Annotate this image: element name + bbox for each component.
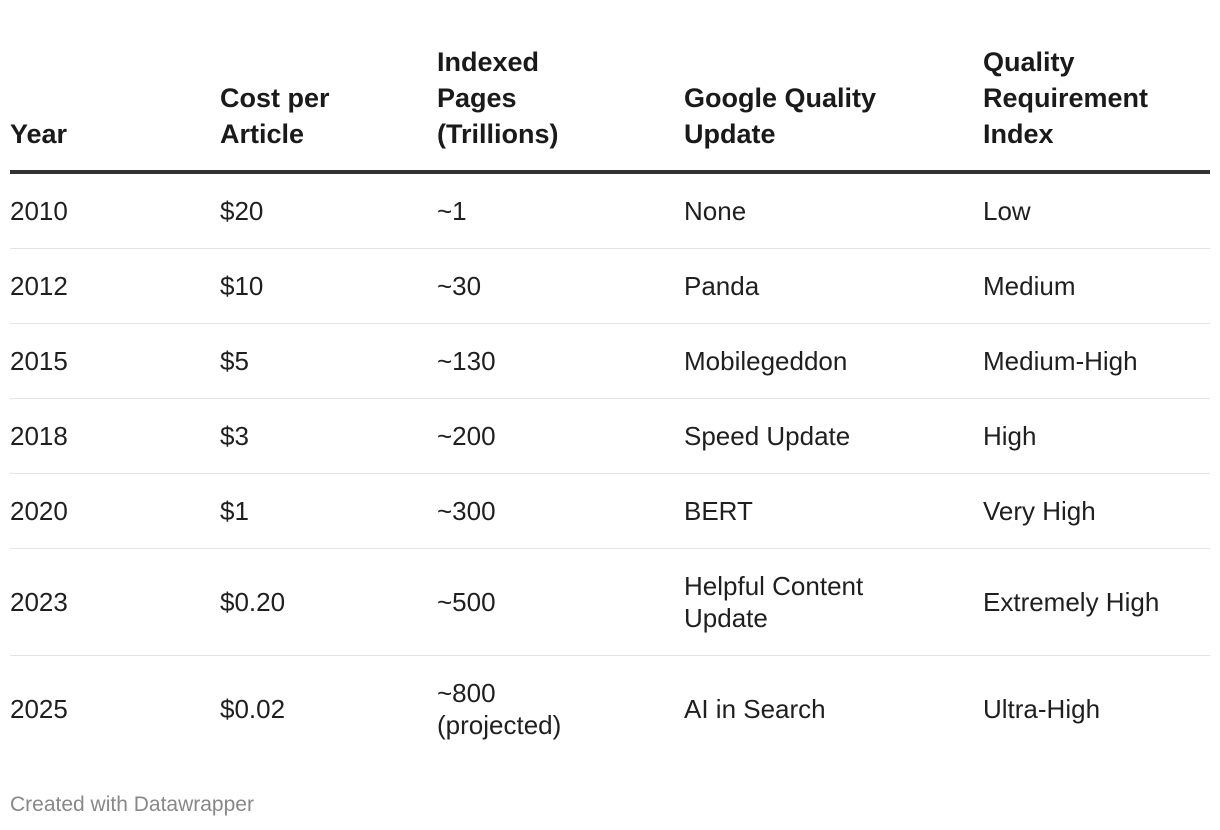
cell-quality-index: Low	[983, 172, 1210, 249]
cell-quality-update: None	[684, 172, 983, 249]
cell-indexed-pages: ~300	[437, 473, 684, 549]
column-header-google-quality-update: Google Quality Update	[684, 44, 983, 174]
table-row: 2025 $0.02 ~800 (projected) AI in Search…	[10, 656, 1210, 763]
cell-quality-index: Very High	[983, 473, 1210, 549]
cell-indexed-pages: ~130	[437, 323, 684, 399]
table-row: 2020 $1 ~300 BERT Very High	[10, 473, 1210, 549]
cell-year: 2018	[10, 398, 220, 474]
cell-quality-index: High	[983, 398, 1210, 474]
cell-cost: $3	[220, 398, 437, 474]
cell-quality-update: Panda	[684, 248, 983, 324]
table-row: 2023 $0.20 ~500 Helpful Content Update E…	[10, 548, 1210, 656]
cell-indexed-pages: ~200	[437, 398, 684, 474]
cell-year: 2012	[10, 248, 220, 324]
cell-quality-index: Medium	[983, 248, 1210, 324]
cell-year: 2020	[10, 473, 220, 549]
cell-indexed-pages: ~500	[437, 548, 684, 656]
cell-cost: $5	[220, 323, 437, 399]
data-table-container: Year Cost per Article Indexed Pages (Tri…	[10, 44, 1210, 762]
cell-quality-update: Speed Update	[684, 398, 983, 474]
cell-indexed-pages: ~1	[437, 172, 684, 249]
cell-cost: $10	[220, 248, 437, 324]
header-row: Year Cost per Article Indexed Pages (Tri…	[10, 44, 1210, 174]
cell-quality-update: BERT	[684, 473, 983, 549]
table-row: 2018 $3 ~200 Speed Update High	[10, 398, 1210, 474]
cell-year: 2023	[10, 548, 220, 656]
cell-quality-update: Helpful Content Update	[684, 548, 983, 656]
table-header: Year Cost per Article Indexed Pages (Tri…	[10, 44, 1210, 174]
cell-cost: $0.20	[220, 548, 437, 656]
cell-cost: $0.02	[220, 694, 286, 724]
table-body: 2010 $20 ~1 None Low 2012 $10 ~30 Panda …	[10, 172, 1210, 762]
data-table: Year Cost per Article Indexed Pages (Tri…	[10, 44, 1210, 762]
column-header-indexed-pages: Indexed Pages (Trillions)	[437, 44, 684, 174]
cell-quality-index: Ultra-High	[983, 694, 1101, 724]
cell-year: 2015	[10, 323, 220, 399]
cell-year: 2025	[10, 694, 68, 724]
datawrapper-credit: Created with Datawrapper	[10, 793, 254, 816]
cell-indexed-pages: ~800 (projected)	[437, 678, 562, 740]
column-header-cost-per-article: Cost per Article	[220, 44, 437, 174]
table-row: 2012 $10 ~30 Panda Medium	[10, 248, 1210, 324]
cell-year: 2010	[10, 172, 220, 249]
column-header-quality-requirement-index: Quality Requirement Index	[983, 44, 1210, 174]
cell-cost: $1	[220, 473, 437, 549]
cell-cost: $20	[220, 172, 437, 249]
cell-quality-index: Extremely High	[983, 548, 1210, 656]
table-row: 2015 $5 ~130 Mobilegeddon Medium-High	[10, 323, 1210, 399]
cell-quality-index: Medium-High	[983, 323, 1210, 399]
table-row: 2010 $20 ~1 None Low	[10, 172, 1210, 249]
column-header-year: Year	[10, 44, 220, 174]
cell-indexed-pages: ~30	[437, 248, 684, 324]
cell-quality-update: AI in Search	[684, 694, 826, 724]
cell-quality-update: Mobilegeddon	[684, 323, 983, 399]
